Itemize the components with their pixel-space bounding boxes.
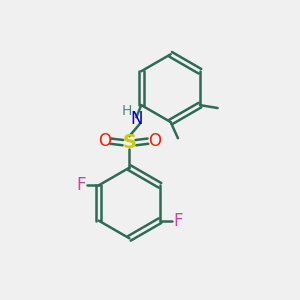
Text: F: F bbox=[173, 212, 182, 230]
Text: H: H bbox=[122, 104, 132, 118]
Text: N: N bbox=[130, 110, 142, 128]
Text: O: O bbox=[148, 132, 161, 150]
Text: O: O bbox=[98, 132, 111, 150]
Text: S: S bbox=[122, 133, 136, 152]
Text: F: F bbox=[76, 176, 86, 194]
